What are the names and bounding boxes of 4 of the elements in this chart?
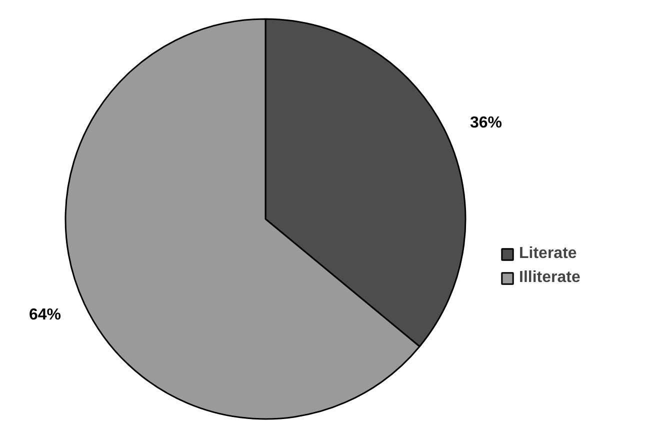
data-label: 64%	[28, 306, 62, 324]
legend-label: Illiterate	[519, 269, 580, 287]
data-label: 36%	[470, 114, 502, 132]
legend-label: Literate	[519, 245, 577, 263]
